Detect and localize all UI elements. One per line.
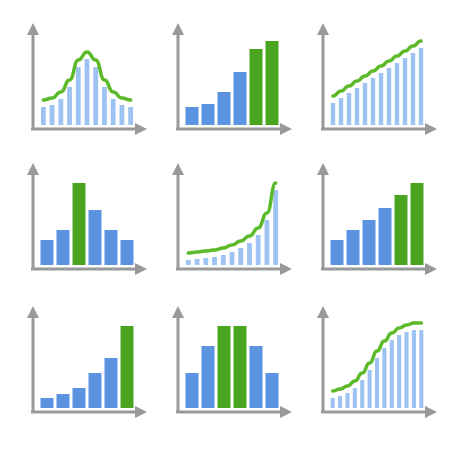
bar [360,380,365,408]
bar [346,230,360,265]
bar [217,326,231,408]
bar [220,255,226,265]
bar [185,107,199,125]
bar [362,220,376,265]
bar [104,358,118,408]
chart-icon [27,163,147,275]
trend-line [330,321,424,393]
bar [330,240,344,265]
bar [362,83,368,125]
trend-line [41,50,133,102]
bar [185,260,191,265]
chart-icon [172,163,292,275]
chart-icon [172,23,292,135]
bar [367,370,372,408]
bar [418,48,424,125]
chart-icon [27,23,147,135]
trend-line [186,181,278,255]
bar [330,103,336,125]
bar [212,257,217,265]
bar [119,105,125,125]
bar [67,87,72,125]
bar [346,93,352,125]
bar [201,104,215,125]
bar [378,208,392,265]
bar [88,373,102,408]
bar [410,53,416,125]
bar [201,346,215,408]
bar [411,330,416,408]
bar [229,252,235,265]
bar [110,99,116,125]
bar [217,92,231,125]
bar [402,58,408,125]
bar [49,105,55,125]
bar [194,259,200,265]
bar [410,183,424,265]
bar [56,230,70,265]
bar [128,107,134,125]
bar [233,326,247,408]
bar [394,195,408,265]
bar [255,235,261,265]
bar [104,230,118,265]
bar [72,183,86,265]
bar [404,332,409,408]
bar [249,346,263,408]
bar [345,393,350,408]
bar [386,68,392,125]
bar [56,394,70,408]
chart-icon [317,306,437,418]
bar [40,398,54,408]
bar [238,248,244,265]
chart-icon [27,306,147,418]
bar [389,340,394,408]
bar [338,98,344,125]
trend-line [331,39,423,98]
bar [249,49,263,125]
bar [264,220,270,265]
bar [394,63,400,125]
bar [185,373,199,408]
bar [233,72,247,125]
bar [93,67,99,125]
bar [338,396,343,408]
bar [354,88,360,125]
bar [265,373,279,408]
bar [203,258,209,265]
bar [265,41,279,125]
chart-icon [172,306,292,418]
bar [102,87,107,125]
bar [40,107,46,125]
bar [370,78,376,125]
bar [374,358,380,408]
bar [58,99,64,125]
bar [120,326,134,408]
bar [84,59,90,125]
bar [75,67,81,125]
chart-icon [317,163,437,275]
bar [419,330,424,408]
bar [88,210,102,265]
bar [120,240,134,265]
bar [378,73,384,125]
bar [247,243,252,265]
bar [40,240,54,265]
bar [330,398,335,408]
bar [382,348,387,408]
bar [397,335,402,408]
bar [352,388,357,408]
chart-icon [317,23,437,135]
bar [72,388,86,408]
bar [273,190,279,265]
